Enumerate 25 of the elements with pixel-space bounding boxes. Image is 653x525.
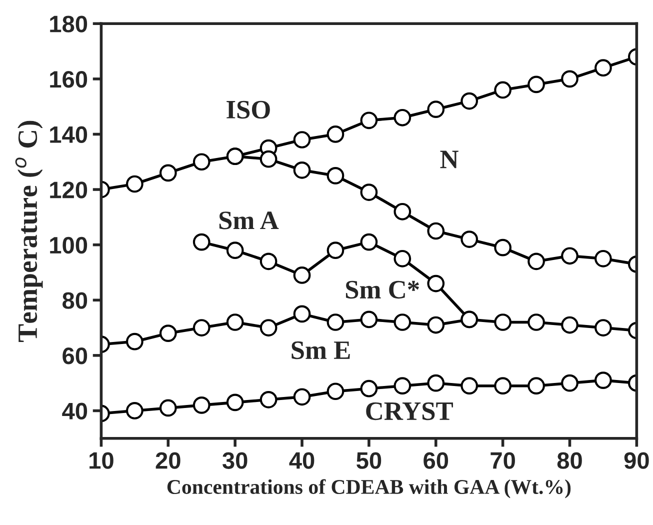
y-tick-label: 120 [50, 182, 88, 198]
x-tick-label: 40 [289, 452, 314, 469]
y-tick-label: 160 [50, 70, 88, 88]
y-tick-label: 140 [50, 126, 88, 144]
x-tick-label: 50 [356, 452, 382, 469]
x-axis-title: Concentrations of CDEAB with GAA (Wt.%) [167, 479, 571, 498]
annotation: Sm A [219, 212, 279, 230]
annotation: CRYST [366, 402, 453, 420]
annotation: ISO [226, 100, 270, 119]
x-tick-label: 90 [624, 452, 649, 469]
y-tick-label: 80 [62, 292, 88, 309]
annotation: Sm C* [346, 280, 419, 299]
x-tick-label: 10 [90, 452, 114, 469]
y-tick-label: 180 [50, 16, 88, 32]
x-tick-label: 60 [424, 452, 448, 469]
x-tick-label: 80 [557, 452, 582, 469]
x-tick-label: 20 [156, 452, 180, 469]
y-tick-label: 60 [62, 347, 88, 364]
y-tick-label: 100 [50, 236, 88, 254]
y-axis-title: Temperature ($^{o}$ C) [15, 120, 43, 342]
annotation: N [440, 150, 458, 168]
annotation: Sm E [292, 341, 350, 360]
y-tick-label: 40 [62, 402, 88, 420]
x-tick-label: 70 [490, 452, 515, 469]
x-tick-label: 30 [222, 452, 248, 469]
